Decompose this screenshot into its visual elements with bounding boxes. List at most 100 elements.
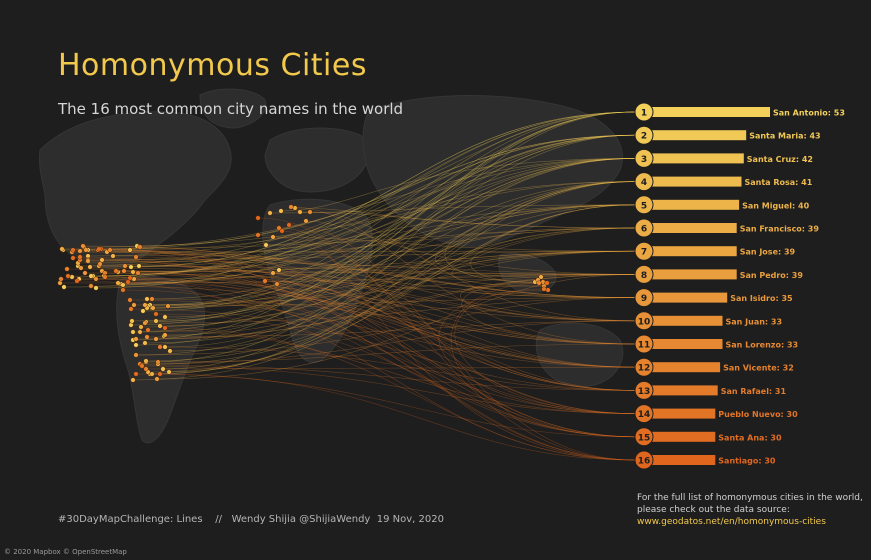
rank-circle xyxy=(634,311,654,331)
footer-separator: // xyxy=(215,514,223,525)
greenland-land xyxy=(199,88,267,129)
rank-label: San Antonio: 53 xyxy=(773,109,845,118)
rank-circle xyxy=(634,288,654,308)
connection-line xyxy=(438,289,636,414)
connection-line xyxy=(146,158,636,300)
connection-line xyxy=(103,111,636,277)
rank-number: 11 xyxy=(638,341,651,351)
connection-line xyxy=(151,227,636,375)
rank-number: 13 xyxy=(638,387,651,397)
connection-line xyxy=(135,111,636,346)
connection-line xyxy=(60,278,636,368)
city-dot xyxy=(65,273,71,279)
city-dot xyxy=(263,242,269,248)
rank-circle xyxy=(634,404,654,424)
connection-line xyxy=(129,299,636,368)
city-dot xyxy=(61,284,67,290)
rank-circle xyxy=(634,148,654,168)
city-dot xyxy=(142,320,148,326)
city-dot xyxy=(133,342,139,348)
connection-line xyxy=(164,327,636,461)
city-dot xyxy=(82,270,88,276)
rank-label: San Lorenzo: 33 xyxy=(726,341,799,350)
rank-label: San Isidro: 35 xyxy=(730,294,793,303)
city-dot xyxy=(115,280,121,286)
connection-line xyxy=(470,227,636,284)
connection-line xyxy=(132,158,636,333)
city-dot xyxy=(78,265,84,271)
city-dot xyxy=(93,285,99,291)
connection-line xyxy=(98,265,636,275)
connection-line xyxy=(147,134,636,307)
footer-hashtag: #30DayMapChallenge: Lines xyxy=(58,514,203,525)
connection-line xyxy=(124,265,636,322)
connection-line xyxy=(147,329,636,414)
connection-line xyxy=(280,158,636,212)
rank-bar xyxy=(644,176,742,187)
connection-line xyxy=(147,204,636,373)
connection-line xyxy=(139,227,636,333)
rank-number: 15 xyxy=(638,433,651,443)
connection-line xyxy=(149,111,636,306)
rank-circle xyxy=(634,241,654,261)
rank-circle xyxy=(634,380,654,400)
source-link[interactable]: www.geodatos.net/en/homonymous-cities xyxy=(637,517,826,527)
city-dot xyxy=(102,274,108,280)
city-dot xyxy=(137,329,143,335)
connection-line xyxy=(122,289,636,414)
connection-line xyxy=(159,373,636,461)
rank-bar xyxy=(644,339,723,349)
city-dot xyxy=(157,344,163,350)
rank-number: 10 xyxy=(638,317,651,327)
australia-land xyxy=(535,322,624,387)
rank-label: Santa Rosa: 41 xyxy=(745,178,813,187)
connection-line xyxy=(169,181,636,352)
rank-label: Santiago: 30 xyxy=(718,457,776,466)
connection-line xyxy=(129,181,636,251)
city-dot xyxy=(307,209,313,215)
city-dot xyxy=(83,247,89,253)
connection-line xyxy=(137,272,636,368)
rank-circle xyxy=(634,427,654,447)
rank-number: 3 xyxy=(641,155,647,165)
connection-line xyxy=(454,288,636,414)
city-dot xyxy=(139,363,145,369)
city-dot xyxy=(541,286,547,292)
connection-line xyxy=(117,227,636,284)
connection-line xyxy=(136,134,636,247)
connection-line xyxy=(151,111,636,309)
rank-number: 8 xyxy=(641,271,647,281)
rank-bar xyxy=(644,130,747,141)
rank-number: 5 xyxy=(641,201,647,211)
connection-line xyxy=(132,204,636,381)
asia-land xyxy=(362,95,624,247)
city-dot xyxy=(58,276,64,282)
city-dot xyxy=(93,276,99,282)
city-dot xyxy=(144,296,150,302)
connection-line xyxy=(139,320,636,365)
rank-number: 9 xyxy=(641,294,647,304)
connection-line xyxy=(257,217,636,461)
source-line-1: For the full list of homonymous cities i… xyxy=(637,493,863,503)
city-dot xyxy=(150,305,156,311)
rank-bar xyxy=(644,199,740,210)
city-dot xyxy=(128,306,134,312)
city-dot xyxy=(97,261,103,267)
rank-circle xyxy=(634,334,654,354)
connection-line xyxy=(67,275,636,438)
city-dot xyxy=(122,263,128,269)
connection-line xyxy=(104,272,636,368)
data-source-note: For the full list of homonymous cities i… xyxy=(637,492,863,528)
city-dot xyxy=(149,296,155,302)
rank-bar xyxy=(644,223,737,233)
connection-line xyxy=(117,250,636,273)
connection-line xyxy=(109,249,636,345)
rank-circle xyxy=(634,450,654,470)
city-dot xyxy=(153,311,159,317)
connection-line xyxy=(140,227,636,328)
rank-bar xyxy=(644,153,744,164)
city-dot xyxy=(120,287,126,293)
city-dot xyxy=(74,278,80,284)
connection-line xyxy=(290,206,636,345)
connection-line xyxy=(265,134,636,246)
